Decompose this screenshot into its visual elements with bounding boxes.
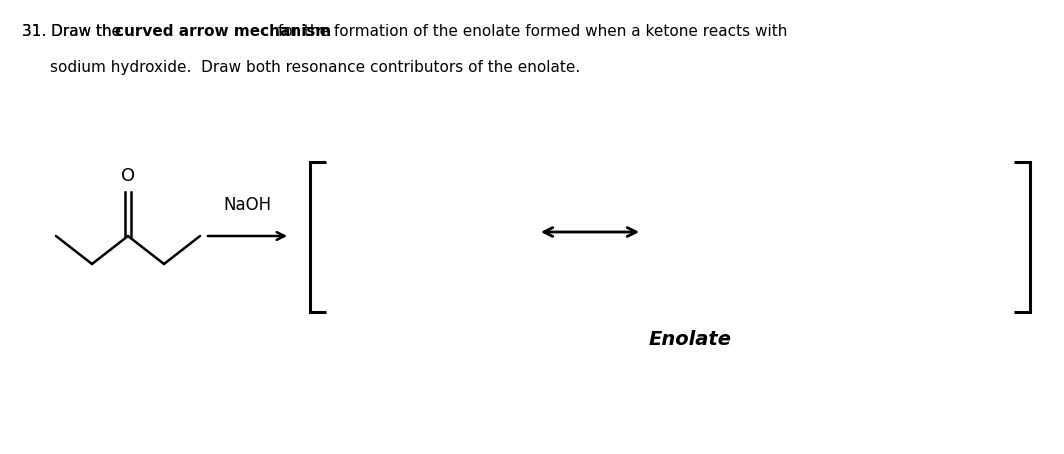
Text: 31. Draw the: 31. Draw the [22, 24, 126, 39]
Text: sodium hydroxide.  Draw both resonance contributors of the enolate.: sodium hydroxide. Draw both resonance co… [50, 60, 580, 75]
Text: curved arrow mechanism: curved arrow mechanism [115, 24, 331, 39]
Text: Enolate: Enolate [648, 330, 732, 349]
Text: NaOH: NaOH [223, 196, 271, 214]
Text: 31. Draw the: 31. Draw the [22, 24, 126, 39]
Text: for the formation of the enolate formed when a ketone reacts with: for the formation of the enolate formed … [273, 24, 787, 39]
Text: O: O [121, 167, 135, 185]
